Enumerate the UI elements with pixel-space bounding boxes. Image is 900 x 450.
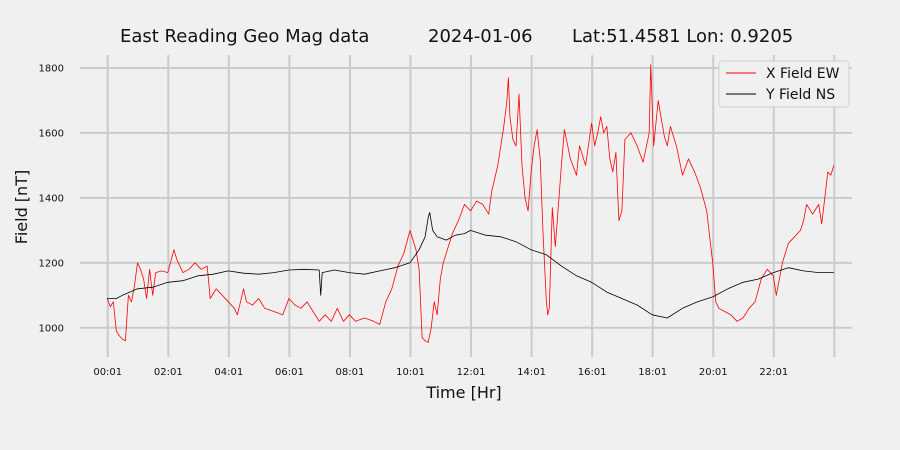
x-tick-label: 10:01: [396, 367, 425, 378]
chart-title-station: East Reading Geo Mag data: [120, 26, 369, 47]
series-line-x-field-ew: [106, 64, 835, 343]
legend-label-y-field: Y Field NS: [765, 87, 835, 103]
y-tick-label: 1600: [39, 128, 64, 139]
y-axis-label: Field [nT]: [12, 170, 31, 244]
x-tick-label: 00:01: [93, 367, 122, 378]
x-tick-label: 06:01: [275, 367, 304, 378]
chart-title-location: Lat:51.4581 Lon: 0.9205: [572, 26, 793, 47]
x-tick-label: 16:01: [578, 367, 607, 378]
x-tick-label: 22:01: [759, 367, 788, 378]
series-line-y-field-ns: [107, 212, 834, 319]
x-tick-label: 14:01: [517, 367, 546, 378]
x-tick-label: 02:01: [154, 367, 183, 378]
grid: [80, 55, 852, 357]
legend: X Field EW Y Field NS: [718, 60, 850, 108]
chart-title-date: 2024-01-06: [428, 26, 533, 47]
tick-labels: 1000 1200 1400 1600 1800 00:01 02:01 04:01 06:01…: [39, 63, 789, 378]
x-axis-label: Time [Hr]: [425, 383, 501, 402]
x-tick-label: 04:01: [214, 367, 243, 378]
x-tick-label: 20:01: [699, 367, 728, 378]
y-tick-label: 1800: [39, 63, 64, 74]
x-tick-label: 12:01: [457, 367, 486, 378]
x-tick-label: 08:01: [336, 367, 365, 378]
y-tick-label: 1000: [39, 323, 64, 334]
legend-label-x-field: X Field EW: [766, 66, 840, 82]
plot-lines: [106, 64, 835, 343]
y-tick-label: 1400: [39, 193, 64, 204]
x-tick-label: 18:01: [638, 367, 667, 378]
y-tick-label: 1200: [39, 258, 64, 269]
